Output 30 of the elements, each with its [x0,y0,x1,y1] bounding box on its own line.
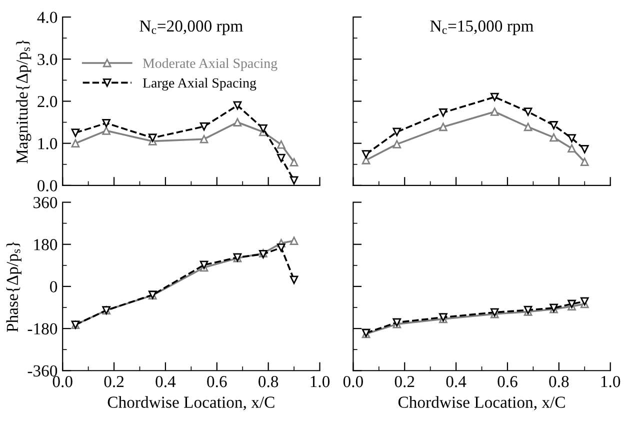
y-tick-label: 0 [50,281,58,292]
y-axis-title: Phase{Δp/p$_{s}$} [6,242,22,332]
x-axis-title: Chordwise Location, x/C [398,396,565,410]
x-tick-label: 1.0 [310,376,330,388]
legend-label: Large Axial Spacing [142,78,256,91]
y-tick-label: 360 [34,196,58,208]
y-tick-label: -360 [28,365,58,377]
x-axis-title: Chordwise Location, x/C [108,396,274,410]
y-tick-label: 3.0 [38,54,58,66]
y-tick-label: -180 [28,323,58,334]
x-tick-label: 1.0 [601,376,620,388]
legend-label: Moderate Axial Spacing [142,58,278,71]
chart-title: N$_{c}$=20,000 rpm [140,20,243,36]
y-axis-title: Magnitude{Δp/p$_{s}$} [16,40,32,164]
x-tick-label: 0.0 [52,376,72,388]
y-tick-label: 4.0 [37,12,58,24]
x-tick-label: 0.8 [549,376,569,388]
x-tick-label: 0.2 [394,376,414,388]
y-tick-label: 2.0 [38,96,58,108]
x-tick-label: 0.0 [343,376,363,388]
y-tick-label: 1.0 [38,138,58,150]
x-tick-label: 0.6 [498,376,518,388]
x-tick-label: 0.8 [258,376,278,388]
x-tick-label: 0.4 [156,376,176,388]
x-tick-label: 0.6 [207,376,227,388]
x-tick-label: 0.4 [446,376,466,388]
y-tick-label: 0.0 [38,180,58,192]
y-tick-label: 180 [34,239,58,250]
x-tick-label: 0.2 [104,376,124,388]
chart-title: N$_{c}$=15,000 rpm [430,20,534,36]
